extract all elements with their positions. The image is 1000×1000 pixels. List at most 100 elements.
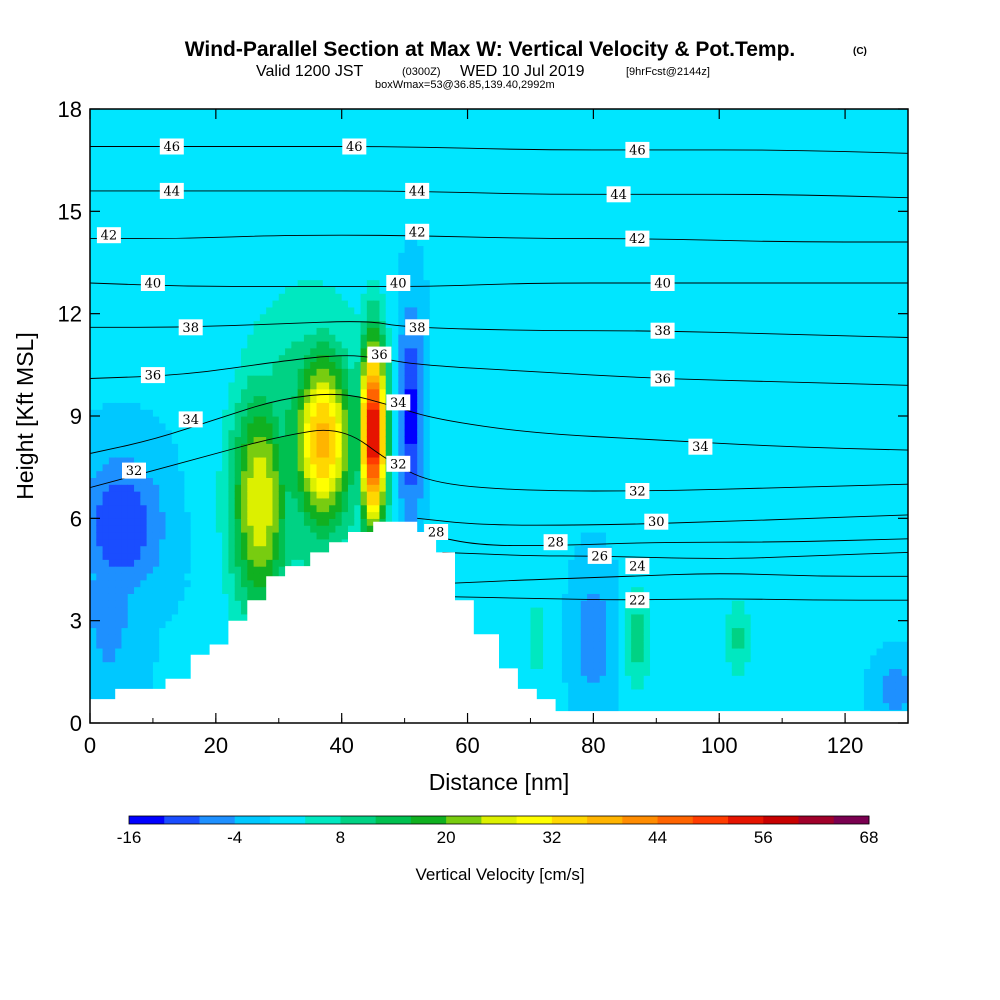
- velocity-cell: [360, 456, 368, 465]
- velocity-cell: [303, 259, 311, 267]
- velocity-cell: [215, 170, 223, 178]
- velocity-cell: [266, 313, 274, 322]
- velocity-cell: [272, 511, 280, 519]
- velocity-cell: [253, 259, 261, 267]
- velocity-cell: [259, 204, 267, 212]
- velocity-cell: [341, 450, 349, 458]
- velocity-cell: [146, 381, 154, 390]
- velocity-cell: [429, 334, 437, 342]
- velocity-cell: [253, 388, 261, 397]
- velocity-cell: [90, 436, 97, 444]
- velocity-cell: [115, 497, 123, 506]
- velocity-cell: [347, 518, 355, 526]
- velocity-cell: [108, 456, 116, 465]
- velocity-cell: [322, 491, 330, 499]
- velocity-cell: [102, 511, 110, 519]
- velocity-cell: [285, 279, 292, 287]
- velocity-cell: [392, 429, 399, 438]
- velocity-cell: [285, 252, 292, 260]
- velocity-cell: [90, 552, 97, 560]
- velocity-cell: [102, 607, 110, 615]
- velocity-cell: [316, 525, 324, 533]
- velocity-cell: [322, 545, 330, 554]
- velocity-cell: [335, 122, 343, 131]
- velocity-cell: [259, 497, 267, 506]
- velocity-cell: [152, 170, 160, 178]
- velocity-cell: [234, 300, 242, 308]
- velocity-cell: [259, 334, 267, 342]
- velocity-cell: [341, 109, 349, 117]
- velocity-cell: [423, 272, 431, 281]
- velocity-cell: [127, 218, 135, 226]
- velocity-cell: [190, 450, 198, 458]
- velocity-cell: [203, 647, 211, 656]
- velocity-cell: [410, 504, 418, 513]
- velocity-cell: [222, 279, 230, 287]
- velocity-cell: [241, 163, 248, 171]
- velocity-cell: [215, 395, 223, 403]
- velocity-cell: [127, 422, 135, 431]
- velocity-cell: [184, 477, 192, 485]
- velocity-cell: [373, 184, 381, 192]
- velocity-cell: [222, 552, 230, 560]
- velocity-cell: [241, 450, 248, 458]
- velocity-cell: [178, 634, 185, 642]
- velocity-cell: [253, 579, 261, 588]
- velocity-cell: [134, 484, 141, 492]
- velocity-cell: [127, 334, 135, 342]
- velocity-cell: [266, 361, 274, 369]
- velocity-cell: [253, 306, 261, 315]
- velocity-cell: [152, 566, 160, 574]
- velocity-cell: [385, 224, 393, 233]
- velocity-cell: [379, 211, 387, 219]
- velocity-cell: [222, 456, 230, 465]
- velocity-cell: [410, 259, 418, 267]
- velocity-cell: [259, 443, 267, 451]
- velocity-cell: [215, 334, 223, 342]
- velocity-cell: [417, 204, 425, 212]
- velocity-cell: [222, 381, 230, 390]
- velocity-cell: [253, 559, 261, 567]
- velocity-cell: [410, 450, 418, 458]
- velocity-cell: [108, 218, 116, 226]
- velocity-cell: [423, 429, 431, 438]
- velocity-cell: [102, 470, 110, 478]
- velocity-cell: [322, 279, 330, 287]
- velocity-cell: [247, 504, 255, 513]
- velocity-cell: [316, 422, 324, 431]
- velocity-cell: [392, 252, 399, 260]
- velocity-cell: [203, 115, 211, 124]
- velocity-cell: [354, 259, 362, 267]
- velocity-cell: [228, 607, 236, 615]
- velocity-cell: [90, 566, 97, 574]
- velocity-cell: [341, 422, 349, 431]
- velocity-cell: [354, 265, 362, 274]
- velocity-cell: [171, 647, 179, 656]
- velocity-cell: [171, 661, 179, 670]
- velocity-cell: [247, 552, 255, 560]
- velocity-cell: [165, 545, 173, 554]
- velocity-cell: [184, 368, 192, 376]
- velocity-cell: [196, 211, 204, 219]
- velocity-cell: [115, 334, 123, 342]
- velocity-cell: [140, 259, 148, 267]
- velocity-cell: [335, 531, 343, 540]
- velocity-cell: [366, 190, 374, 199]
- velocity-cell: [417, 238, 425, 247]
- velocity-cell: [278, 416, 286, 424]
- velocity-cell: [417, 334, 425, 342]
- velocity-cell: [102, 286, 110, 294]
- velocity-cell: [285, 149, 292, 158]
- velocity-cell: [222, 122, 230, 131]
- velocity-cell: [184, 504, 192, 513]
- velocity-cell: [329, 286, 336, 294]
- velocity-cell: [410, 354, 418, 363]
- velocity-cell: [410, 218, 418, 226]
- velocity-cell: [266, 259, 274, 267]
- velocity-cell: [303, 361, 311, 369]
- velocity-cell: [335, 245, 343, 253]
- velocity-cell: [96, 252, 104, 260]
- velocity-cell: [134, 559, 141, 567]
- velocity-cell: [152, 531, 160, 540]
- velocity-cell: [108, 531, 116, 540]
